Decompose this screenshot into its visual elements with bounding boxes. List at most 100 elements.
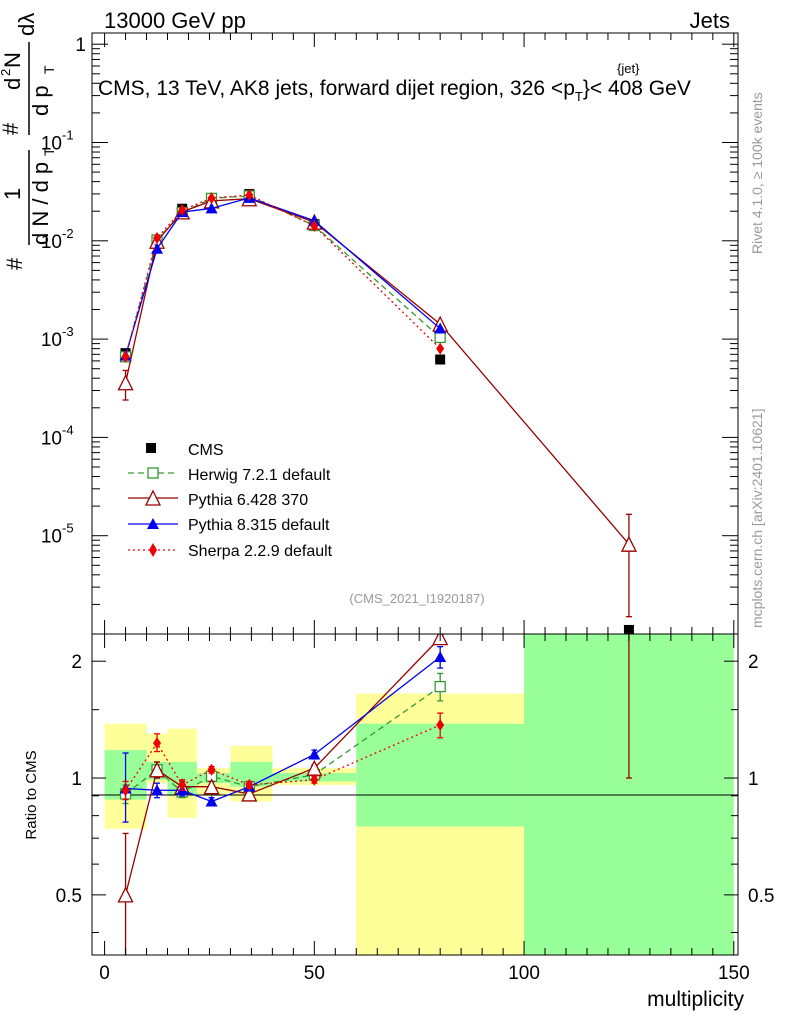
ylabel-dpt: d p bbox=[28, 85, 53, 116]
main-y-tick-exponent: -2 bbox=[62, 226, 74, 241]
ylabel-hash2: # bbox=[0, 122, 23, 135]
ratio-y-tick-label: 2 bbox=[71, 652, 82, 673]
legend-label-cms: CMS bbox=[188, 442, 224, 459]
legend-entry-herwig: Herwig 7.2.1 default bbox=[128, 467, 331, 484]
main-y-tick-exponent: -1 bbox=[62, 128, 74, 143]
main-y-tick-exponent: -4 bbox=[62, 422, 74, 437]
main-y-tick-label: 10 bbox=[41, 330, 62, 351]
series-line-pythia8 bbox=[124, 197, 441, 356]
ylabel-dn: d N / d p bbox=[28, 162, 53, 245]
point-sherpa bbox=[178, 204, 187, 217]
main-panel: 110-110-210-310-410-5 bbox=[41, 32, 739, 635]
main-data-layer bbox=[117, 189, 637, 634]
point-sherpa bbox=[178, 778, 187, 791]
point-pythia8 bbox=[205, 795, 218, 807]
series-sherpa bbox=[121, 189, 445, 363]
point-pythia6 bbox=[241, 785, 258, 802]
point-pythia6 bbox=[203, 778, 220, 795]
title-suffix: }< 408 GeV bbox=[583, 77, 691, 100]
rivet-version-label: Rivet 4.1.0, ≥ 100k events bbox=[749, 92, 765, 254]
main-y-tick-label: 1 bbox=[75, 35, 86, 56]
point-pythia8 bbox=[308, 748, 321, 760]
point-pythia6 bbox=[117, 374, 134, 391]
ylabel-n: N bbox=[0, 52, 25, 68]
ratio-panel: 0.5 0.5 1 1 2 2 0 50 100 150 bbox=[56, 633, 774, 984]
chart-title: CMS, 13 TeV, AK8 jets, forward dijet reg… bbox=[98, 77, 691, 104]
ratio-y-tick-label-right: 1 bbox=[748, 769, 759, 790]
point-sherpa bbox=[207, 763, 216, 776]
point-sherpa bbox=[245, 778, 254, 791]
x-tick-label: 0 bbox=[99, 963, 110, 984]
series-sherpa bbox=[121, 712, 445, 801]
point-herwig bbox=[434, 331, 446, 344]
ratio-y-tick-label-right: 2 bbox=[748, 652, 759, 673]
ylabel-one: 1 bbox=[0, 188, 25, 200]
legend-label-sherpa: Sherpa 2.2.9 default bbox=[188, 543, 333, 560]
point-sherpa bbox=[310, 773, 319, 786]
point-pythia8 bbox=[205, 202, 218, 214]
series-cms bbox=[120, 189, 634, 634]
legend-entry-cms: CMS bbox=[146, 442, 224, 459]
series-pythia8 bbox=[119, 191, 447, 361]
point-cms bbox=[435, 354, 446, 365]
ratio-data-layer bbox=[117, 634, 632, 955]
ratio-y-tick-label: 1 bbox=[71, 769, 82, 790]
point-pythia8 bbox=[434, 651, 447, 663]
ratio-y-axis-label: Ratio to CMS bbox=[23, 750, 40, 839]
header-right: Jets bbox=[690, 8, 730, 33]
ratio-y-ticks: 0.5 0.5 1 1 2 2 bbox=[56, 652, 774, 933]
series-herwig bbox=[119, 190, 446, 363]
ylabel-dlambda: dλ bbox=[14, 13, 39, 36]
main-y-tick-exponent: -5 bbox=[62, 521, 74, 536]
header-left: 13000 GeV pp bbox=[104, 8, 246, 33]
ratio-x-ticks: 0 50 100 150 bbox=[99, 634, 750, 984]
point-pythia6 bbox=[117, 886, 134, 903]
main-y-tick-label: 10 bbox=[41, 134, 62, 155]
analysis-watermark: (CMS_2021_I1920187) bbox=[349, 591, 484, 606]
x-tick-label: 100 bbox=[508, 963, 540, 984]
point-sherpa bbox=[121, 350, 130, 363]
ratio-frame bbox=[91, 633, 739, 956]
title-sup: {jet} bbox=[617, 61, 640, 76]
ylabel-t2: T bbox=[41, 65, 57, 74]
point-sherpa bbox=[153, 231, 162, 244]
legend-marker-sherpa bbox=[149, 543, 157, 557]
legend-marker-cms bbox=[146, 443, 156, 453]
series-pythia6 bbox=[117, 634, 632, 955]
series-line-pythia6 bbox=[124, 198, 630, 545]
ratio-y-tick-label: 0.5 bbox=[56, 886, 82, 907]
band-inner bbox=[356, 723, 525, 827]
x-axis-label: multiplicity bbox=[647, 988, 744, 1011]
point-pythia8 bbox=[434, 322, 447, 334]
point-sherpa bbox=[436, 342, 445, 355]
legend-entry-sherpa: Sherpa 2.2.9 default bbox=[128, 543, 333, 560]
ylabel-d2n: d bbox=[0, 78, 25, 90]
legend: CMS Herwig 7.2.1 default Pythia 6.428 37… bbox=[128, 442, 333, 560]
main-y-tick-label: 10 bbox=[41, 527, 62, 548]
legend-marker-herwig bbox=[147, 467, 159, 479]
x-tick-label: 50 bbox=[304, 963, 325, 984]
series-line-sherpa bbox=[124, 194, 441, 358]
point-sherpa bbox=[310, 219, 319, 232]
point-pythia8 bbox=[151, 784, 164, 796]
point-pythia8 bbox=[151, 242, 164, 254]
source-label: mcplots.cern.ch [arXiv:2401.10621] bbox=[749, 409, 765, 628]
legend-entry-pythia6: Pythia 6.428 370 bbox=[128, 489, 308, 509]
main-y-ticks: 110-110-210-310-410-5 bbox=[41, 35, 738, 605]
point-pythia6 bbox=[620, 535, 637, 552]
point-sherpa bbox=[121, 784, 130, 797]
ylabel-hash: # bbox=[2, 257, 27, 270]
ylabel-exp2: 2 bbox=[0, 69, 13, 76]
x-tick-label: 150 bbox=[718, 963, 750, 984]
main-y-tick-label: 10 bbox=[41, 232, 62, 253]
point-pythia6 bbox=[148, 761, 166, 778]
main-x-ticks bbox=[104, 33, 735, 634]
point-sherpa bbox=[245, 189, 254, 202]
legend-label-herwig: Herwig 7.2.1 default bbox=[188, 467, 331, 484]
legend-label-pythia6: Pythia 6.428 370 bbox=[188, 492, 308, 509]
legend-label-pythia8: Pythia 8.315 default bbox=[188, 517, 330, 534]
point-sherpa bbox=[153, 737, 162, 750]
title-prefix: CMS, 13 TeV, AK8 jets, forward dijet reg… bbox=[98, 77, 575, 100]
main-y-axis-label: # 1 d N / d p T # d 2 N d p T dλ bbox=[0, 13, 57, 270]
